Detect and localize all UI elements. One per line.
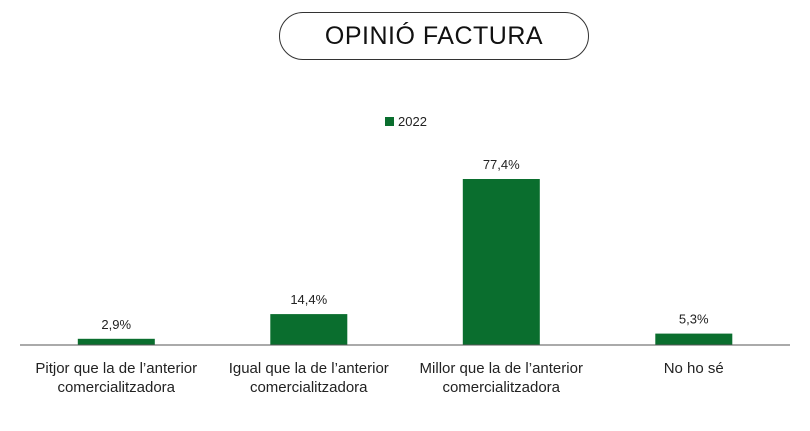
- category-label: No ho sé: [664, 360, 724, 377]
- category-label: Millor que la de l’anterior comercialitza…: [420, 360, 583, 396]
- bar: [462, 179, 540, 345]
- legend-swatch: [385, 117, 394, 126]
- category-label: Pitjor que la de l’anterior comercialitza…: [35, 360, 197, 396]
- data-label: 77,4%: [483, 157, 520, 172]
- bar: [655, 333, 733, 345]
- legend: 2022: [385, 114, 427, 129]
- data-label: 2,9%: [101, 317, 131, 332]
- bar: [77, 338, 155, 345]
- data-label: 5,3%: [679, 312, 709, 327]
- category-label: Igual que la de l’anterior comercialitzad…: [229, 360, 389, 396]
- chart-title: OPINIÓ FACTURA: [279, 12, 589, 60]
- legend-label: 2022: [398, 114, 427, 129]
- data-label: 14,4%: [290, 292, 327, 307]
- bar: [270, 314, 348, 345]
